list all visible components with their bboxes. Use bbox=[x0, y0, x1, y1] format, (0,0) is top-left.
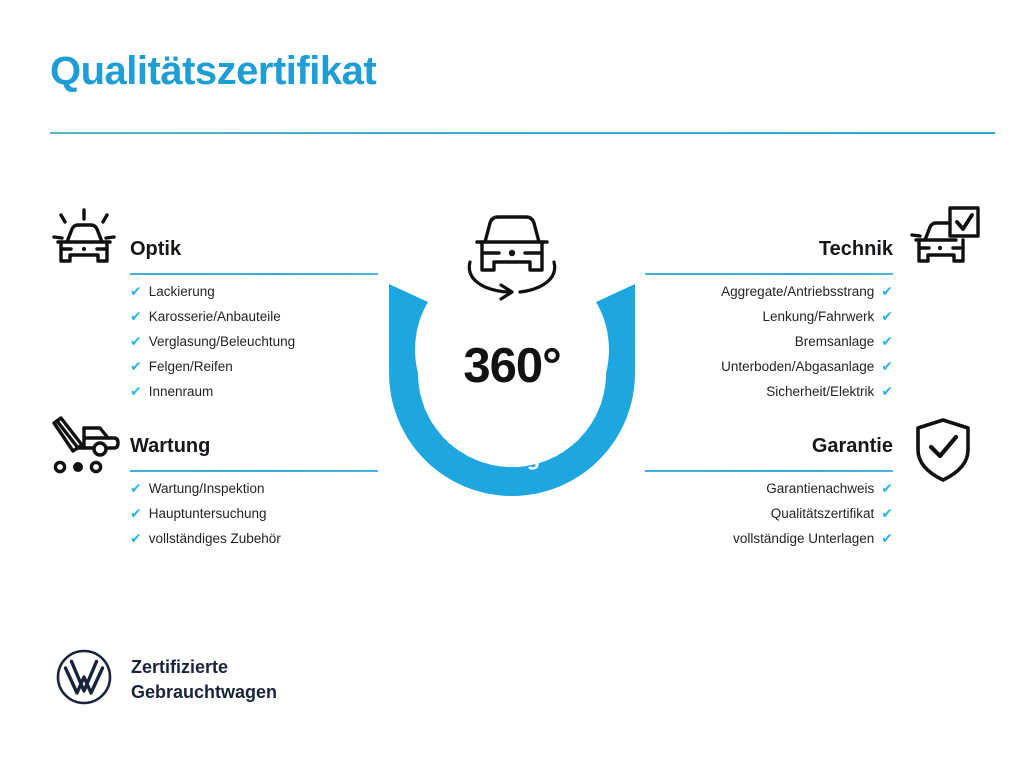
list-item: ✔ Verglasung/Beleuchtung bbox=[130, 329, 378, 354]
list-item-label: Qualitätszertifikat bbox=[770, 506, 875, 521]
checklist-optik: ✔ Lackierung ✔ Karosserie/Anbauteile ✔ Verg… bbox=[130, 279, 378, 404]
list-item-label: vollständiges Zubehör bbox=[148, 531, 281, 546]
list-item: Garantienachweis ✔ bbox=[645, 476, 893, 501]
section-title-garantie: Garantie bbox=[811, 435, 893, 457]
list-item: Sicherheit/Elektrik ✔ bbox=[645, 379, 893, 404]
section-divider bbox=[130, 470, 378, 472]
vw-logo-icon bbox=[55, 648, 113, 711]
list-item-label: Verglasung/Beleuchtung bbox=[148, 334, 296, 349]
check-icon: ✔ bbox=[881, 383, 893, 399]
badge-360-gebrauchtwagen-check: Gebrauchtwagen-Check 360° bbox=[374, 250, 650, 496]
check-icon: ✔ bbox=[130, 480, 142, 496]
list-item: Unterboden/Abgasanlage ✔ bbox=[645, 354, 893, 379]
section-header: Optik bbox=[130, 235, 378, 279]
checklist-garantie: Garantienachweis ✔ Qualitätszertifikat ✔ v… bbox=[645, 476, 893, 551]
list-item-label: Felgen/Reifen bbox=[148, 359, 233, 374]
page-title: Qualitätszertifikat bbox=[50, 49, 377, 93]
list-item: Lenkung/Fahrwerk ✔ bbox=[645, 304, 893, 329]
list-item: vollständige Unterlagen ✔ bbox=[645, 526, 893, 551]
check-icon: ✔ bbox=[130, 530, 142, 546]
footer-brand: Zertifizierte Gebrauchtwagen bbox=[55, 648, 277, 711]
list-item: Bremsanlage ✔ bbox=[645, 329, 893, 354]
checklist-wartung: ✔ Wartung/Inspektion ✔ Hauptuntersuchung ✔… bbox=[130, 476, 378, 551]
car-front-shine-icon bbox=[48, 204, 122, 279]
list-item: ✔ Hauptuntersuchung bbox=[130, 501, 378, 526]
list-item: ✔ vollständiges Zubehör bbox=[130, 526, 378, 551]
list-item: ✔ Wartung/Inspektion bbox=[130, 476, 378, 501]
check-icon: ✔ bbox=[130, 283, 142, 299]
shield-check-icon bbox=[912, 416, 974, 489]
list-item: ✔ Innenraum bbox=[130, 379, 378, 404]
section-title-technik: Technik bbox=[818, 238, 893, 260]
footer-line-1: Zertifizierte bbox=[131, 656, 229, 677]
list-item: Qualitätszertifikat ✔ bbox=[645, 501, 893, 526]
list-item-label: Aggregate/Antriebsstrang bbox=[721, 284, 875, 299]
section-title-optik: Optik bbox=[130, 238, 182, 260]
list-item-label: Innenraum bbox=[148, 384, 214, 399]
check-icon: ✔ bbox=[130, 505, 142, 521]
list-item-label: vollständige Unterlagen bbox=[733, 531, 875, 546]
badge-ring: Gebrauchtwagen-Check bbox=[389, 284, 635, 496]
check-icon: ✔ bbox=[130, 308, 142, 324]
section-optik: Optik ✔ Lackierung ✔ Karosserie/Anbauteile… bbox=[130, 235, 378, 404]
list-item-label: Bremsanlage bbox=[794, 334, 875, 349]
list-item-label: Hauptuntersuchung bbox=[148, 506, 267, 521]
section-header: Garantie bbox=[645, 432, 893, 476]
list-item-label: Wartung/Inspektion bbox=[148, 481, 265, 496]
check-icon: ✔ bbox=[881, 505, 893, 521]
checklist-technik: Aggregate/Antriebsstrang ✔ Lenkung/Fahrwe… bbox=[645, 279, 893, 404]
check-icon: ✔ bbox=[881, 530, 893, 546]
check-icon: ✔ bbox=[130, 358, 142, 374]
list-item-label: Unterboden/Abgasanlage bbox=[721, 359, 875, 374]
list-item-label: Sicherheit/Elektrik bbox=[766, 384, 875, 399]
car-rotate-360-icon bbox=[455, 196, 569, 306]
check-icon: ✔ bbox=[881, 308, 893, 324]
check-icon: ✔ bbox=[881, 480, 893, 496]
list-item: Aggregate/Antriebsstrang ✔ bbox=[645, 279, 893, 304]
list-item-label: Lackierung bbox=[148, 284, 215, 299]
section-technik: Technik Aggregate/Antriebsstrang ✔ Lenkun… bbox=[645, 235, 893, 404]
check-icon: ✔ bbox=[881, 358, 893, 374]
section-divider bbox=[645, 470, 893, 472]
pen-service-car-icon bbox=[48, 416, 122, 481]
list-item-label: Garantienachweis bbox=[766, 481, 875, 496]
list-item: ✔ Karosserie/Anbauteile bbox=[130, 304, 378, 329]
footer-brand-text: Zertifizierte Gebrauchtwagen bbox=[131, 655, 277, 705]
check-icon: ✔ bbox=[881, 333, 893, 349]
check-icon: ✔ bbox=[130, 383, 142, 399]
list-item-label: Lenkung/Fahrwerk bbox=[762, 309, 875, 324]
car-front-checkbox-icon bbox=[908, 204, 982, 279]
badge-degrees: 360° bbox=[463, 339, 561, 393]
list-item: ✔ Felgen/Reifen bbox=[130, 354, 378, 379]
footer-line-2: Gebrauchtwagen bbox=[131, 681, 278, 702]
section-divider bbox=[130, 273, 378, 275]
section-divider bbox=[645, 273, 893, 275]
section-title-wartung: Wartung bbox=[130, 435, 211, 457]
check-icon: ✔ bbox=[130, 333, 142, 349]
section-wartung: Wartung ✔ Wartung/Inspektion ✔ Hauptunters… bbox=[130, 432, 378, 551]
list-item-label: Karosserie/Anbauteile bbox=[148, 309, 281, 324]
section-header: Wartung bbox=[130, 432, 378, 476]
check-icon: ✔ bbox=[881, 283, 893, 299]
section-garantie: Garantie Garantienachweis ✔ Qualitätszert… bbox=[645, 432, 893, 551]
header-divider bbox=[50, 132, 995, 134]
list-item: ✔ Lackierung bbox=[130, 279, 378, 304]
section-header: Technik bbox=[645, 235, 893, 279]
